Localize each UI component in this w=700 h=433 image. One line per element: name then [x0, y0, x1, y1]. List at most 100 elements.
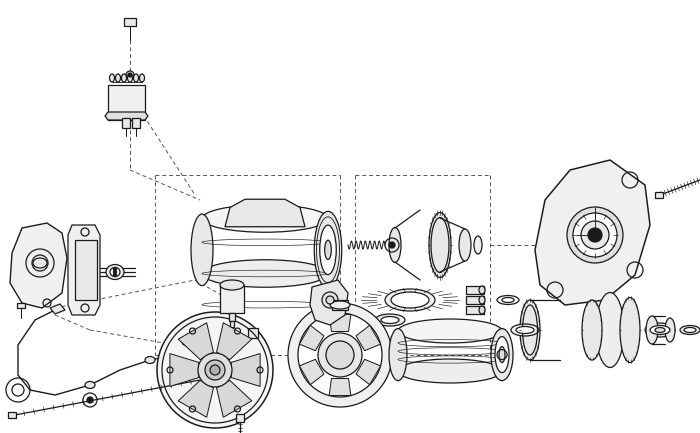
Ellipse shape [381, 317, 399, 323]
Circle shape [573, 213, 617, 257]
Polygon shape [105, 112, 148, 120]
Polygon shape [329, 378, 351, 396]
Ellipse shape [391, 292, 429, 308]
Polygon shape [178, 380, 214, 417]
Ellipse shape [474, 236, 482, 254]
Polygon shape [225, 199, 305, 227]
Ellipse shape [325, 240, 331, 259]
Circle shape [210, 365, 220, 375]
Circle shape [588, 228, 602, 242]
Polygon shape [220, 285, 244, 313]
Ellipse shape [684, 327, 696, 333]
Polygon shape [356, 359, 381, 385]
Ellipse shape [385, 289, 435, 311]
Ellipse shape [85, 381, 95, 388]
Ellipse shape [398, 359, 502, 383]
Polygon shape [300, 325, 324, 351]
Bar [466, 296, 484, 304]
Ellipse shape [479, 286, 485, 294]
Bar [8, 412, 16, 418]
Ellipse shape [665, 318, 675, 342]
Bar [124, 18, 136, 26]
Ellipse shape [202, 205, 328, 232]
Bar [230, 321, 234, 327]
Ellipse shape [646, 316, 658, 344]
Polygon shape [231, 354, 260, 386]
Ellipse shape [459, 229, 471, 261]
Polygon shape [300, 359, 324, 385]
Circle shape [113, 268, 116, 271]
Circle shape [113, 271, 116, 274]
Circle shape [288, 303, 392, 407]
Circle shape [198, 353, 232, 387]
Ellipse shape [389, 329, 407, 381]
Ellipse shape [139, 74, 144, 82]
Polygon shape [68, 225, 100, 315]
Ellipse shape [127, 74, 132, 82]
Polygon shape [329, 314, 351, 332]
Ellipse shape [495, 336, 509, 373]
Circle shape [87, 397, 93, 403]
Ellipse shape [479, 296, 485, 304]
Ellipse shape [375, 314, 405, 326]
Ellipse shape [479, 306, 485, 314]
Ellipse shape [680, 326, 700, 335]
Bar [75, 240, 97, 300]
Circle shape [128, 73, 132, 77]
Ellipse shape [134, 74, 139, 82]
Bar [122, 118, 130, 128]
Bar [248, 328, 258, 338]
Bar [466, 306, 484, 314]
Ellipse shape [106, 265, 124, 279]
Ellipse shape [314, 211, 342, 288]
Polygon shape [50, 304, 65, 314]
Circle shape [389, 242, 395, 248]
Ellipse shape [33, 258, 47, 268]
Ellipse shape [499, 346, 505, 362]
Ellipse shape [109, 74, 115, 82]
Ellipse shape [497, 295, 519, 304]
Bar [236, 414, 244, 422]
Polygon shape [108, 85, 145, 120]
Ellipse shape [191, 214, 213, 286]
Circle shape [298, 313, 382, 397]
Polygon shape [10, 223, 67, 308]
Ellipse shape [116, 74, 120, 82]
Bar [655, 192, 663, 198]
Polygon shape [170, 354, 199, 386]
Polygon shape [356, 325, 381, 351]
Circle shape [113, 274, 116, 277]
Ellipse shape [398, 319, 502, 343]
Ellipse shape [202, 260, 328, 287]
Ellipse shape [320, 225, 336, 275]
Circle shape [157, 312, 273, 428]
Polygon shape [216, 380, 252, 417]
Ellipse shape [330, 301, 350, 309]
Ellipse shape [502, 297, 514, 303]
Ellipse shape [520, 300, 540, 360]
Ellipse shape [582, 300, 602, 360]
Circle shape [126, 71, 134, 79]
Circle shape [567, 207, 623, 263]
Bar [132, 118, 140, 128]
Polygon shape [310, 280, 348, 325]
Ellipse shape [389, 227, 401, 262]
Ellipse shape [596, 293, 624, 368]
Circle shape [326, 296, 334, 304]
Bar [17, 303, 25, 308]
Bar [229, 313, 235, 321]
Circle shape [205, 360, 225, 380]
Ellipse shape [645, 323, 675, 337]
Polygon shape [178, 323, 214, 360]
Polygon shape [535, 160, 650, 305]
Circle shape [318, 333, 362, 377]
Circle shape [326, 341, 354, 369]
Ellipse shape [110, 268, 120, 277]
Bar [466, 286, 484, 294]
Polygon shape [216, 323, 252, 360]
Bar [218, 355, 226, 363]
Circle shape [581, 221, 609, 249]
Ellipse shape [220, 280, 244, 290]
Ellipse shape [516, 326, 534, 333]
Ellipse shape [655, 327, 665, 333]
